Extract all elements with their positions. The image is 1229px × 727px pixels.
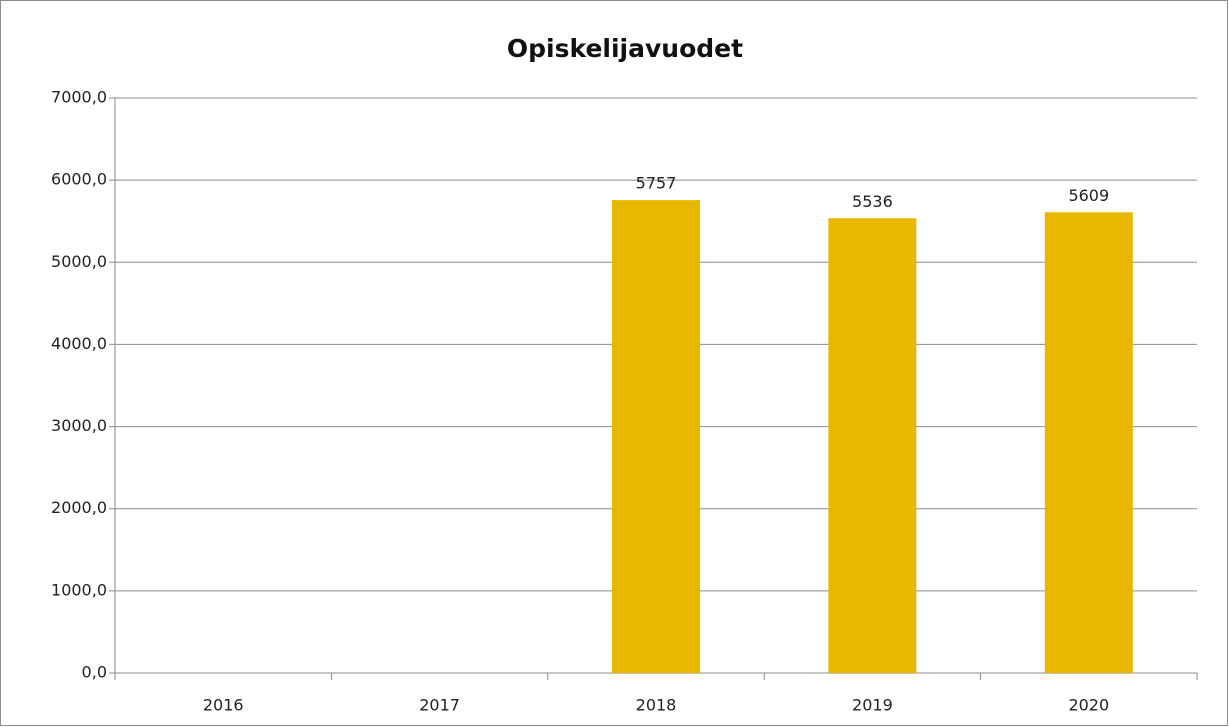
y-tick-label: 1000,0	[51, 580, 107, 599]
x-tick-label: 2020	[1068, 696, 1109, 715]
data-label: 5609	[1068, 186, 1109, 205]
data-label: 5536	[852, 192, 893, 211]
y-tick-label: 5000,0	[51, 252, 107, 271]
x-tick-label: 2018	[636, 696, 677, 715]
x-tick-label: 2016	[203, 696, 244, 715]
bar	[612, 200, 700, 673]
y-tick-label: 0,0	[82, 663, 107, 682]
y-tick-label: 7000,0	[51, 88, 107, 107]
y-tick-label: 4000,0	[51, 334, 107, 353]
data-label: 5757	[636, 174, 677, 193]
chart-title: Opiskelijavuodet	[507, 34, 743, 63]
bar	[828, 218, 917, 673]
bar	[1044, 212, 1133, 673]
y-tick-label: 6000,0	[51, 170, 107, 189]
y-tick-label: 3000,0	[51, 416, 107, 435]
x-tick-label: 2019	[852, 696, 893, 715]
y-tick-label: 2000,0	[51, 498, 107, 517]
x-tick-label: 2017	[419, 696, 460, 715]
